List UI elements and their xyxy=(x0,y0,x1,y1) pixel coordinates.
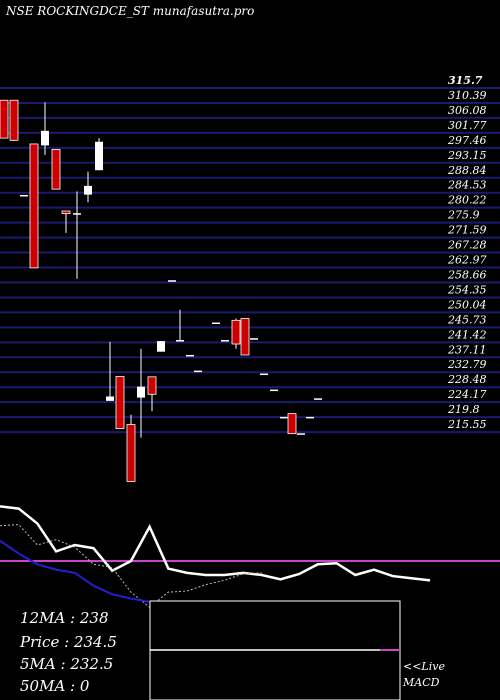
candle-body xyxy=(29,143,39,269)
live-link[interactable]: <<Live xyxy=(403,660,445,673)
price-label: 237.11 xyxy=(447,343,487,356)
macd-label: MACD xyxy=(403,676,440,689)
candle-body xyxy=(9,99,19,141)
candle-body xyxy=(270,389,278,392)
candle-body xyxy=(260,373,268,376)
price-grid xyxy=(0,87,500,434)
candle-body xyxy=(84,185,92,195)
price-label: 262.97 xyxy=(447,254,487,267)
ma5-readout: 5MA : 232.5 xyxy=(20,655,114,673)
candle-body xyxy=(157,341,165,352)
price-label: 297.46 xyxy=(447,134,487,147)
ma12-readout: 12MA : 238 xyxy=(20,609,109,627)
candle-body xyxy=(297,433,305,435)
candle-body xyxy=(115,376,125,429)
candle-body xyxy=(186,354,194,357)
price-label: 254.35 xyxy=(447,283,487,296)
price-label: 301.77 xyxy=(448,119,487,132)
candle-body xyxy=(0,99,9,139)
price-axis-labels: 315.7 310.39 306.08 301.77 297.46 293.15 288.8… xyxy=(447,74,487,431)
candle-body xyxy=(176,340,184,342)
price-label: 315.7 xyxy=(448,74,483,87)
candlestick-series xyxy=(0,99,322,482)
price-label: 293.15 xyxy=(447,149,487,162)
candle-body xyxy=(212,322,220,325)
candle-body xyxy=(51,149,61,190)
price-label: 224.17 xyxy=(447,388,487,401)
price-readout: Price : 234.5 xyxy=(20,633,117,651)
price-label: 245.73 xyxy=(447,313,487,326)
price-label: 219.8 xyxy=(447,403,480,416)
price-label: 232.79 xyxy=(447,358,487,371)
candle-body xyxy=(95,141,103,171)
candle-body xyxy=(194,370,202,373)
indicator-line-white-dotted xyxy=(0,524,262,608)
price-label: 306.08 xyxy=(448,104,487,117)
candle-body xyxy=(168,280,176,282)
indicator-line-blue-solid xyxy=(0,539,150,603)
ma50-readout: 50MA : 0 xyxy=(20,677,90,695)
price-label: 215.55 xyxy=(447,418,487,431)
price-label: 284.53 xyxy=(447,179,487,192)
price-label: 228.48 xyxy=(447,373,487,386)
indicator-panel xyxy=(0,505,500,700)
price-label: 288.84 xyxy=(447,164,487,177)
candle-body xyxy=(20,194,28,197)
price-label: 241.42 xyxy=(447,328,487,341)
price-label: 250.04 xyxy=(447,298,487,311)
candle-body xyxy=(280,416,288,419)
candle-body xyxy=(147,376,157,395)
candle-body xyxy=(231,319,241,345)
price-label: 267.28 xyxy=(447,239,487,252)
candle-body xyxy=(73,213,81,215)
candle-body xyxy=(221,340,229,342)
site-title: NSE ROCKINGDCE_ST munafasutra.pro xyxy=(6,4,255,18)
candle-body xyxy=(137,386,145,398)
candle-body xyxy=(126,424,136,482)
price-label: 310.39 xyxy=(448,89,487,102)
candle-body xyxy=(287,413,297,435)
candle-body xyxy=(240,318,250,356)
price-label: 271.59 xyxy=(447,224,487,237)
candle-body xyxy=(314,398,322,400)
candle-body xyxy=(250,338,258,340)
indicator-line-white-solid xyxy=(0,505,431,582)
candle-body xyxy=(306,416,314,419)
price-label: 280.22 xyxy=(447,194,487,207)
price-label: 275.9 xyxy=(447,209,480,222)
price-label: 258.66 xyxy=(447,268,487,281)
candle-body xyxy=(106,396,114,401)
candle-body xyxy=(61,210,71,214)
candle-body xyxy=(41,130,49,146)
